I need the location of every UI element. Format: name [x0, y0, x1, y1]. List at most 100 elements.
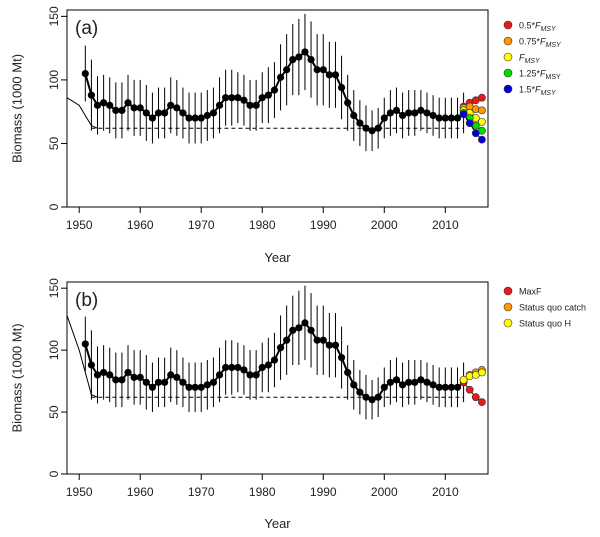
- legend-marker: [503, 52, 513, 62]
- biomass-point: [276, 344, 285, 352]
- biomass-point: [453, 383, 462, 391]
- biomass-point: [350, 381, 358, 389]
- biomass-point: [264, 91, 272, 99]
- biomass-point: [234, 94, 242, 102]
- biomass-point: [350, 111, 358, 120]
- plot-frame: [66, 281, 489, 475]
- biomass-point: [356, 119, 364, 127]
- biomass-point: [240, 366, 248, 374]
- legend-label: 0.75*FMSY: [519, 37, 562, 50]
- biomass-point: [447, 114, 455, 122]
- legend-marker: [503, 286, 513, 296]
- projection-line: [463, 113, 483, 140]
- plot-frame: [66, 9, 489, 208]
- biomass-point: [441, 114, 449, 122]
- biomass-point: [405, 378, 413, 386]
- biomass-point: [337, 353, 346, 362]
- projection-point: [465, 385, 474, 394]
- biomass-point: [417, 376, 425, 384]
- biomass-point: [173, 104, 181, 112]
- biomass-point: [179, 378, 187, 386]
- legend-marker: [503, 68, 513, 78]
- panel-label: (b): [75, 290, 98, 311]
- biomass-point: [130, 373, 138, 381]
- biomass-point: [246, 371, 254, 379]
- biomass-point: [368, 127, 376, 135]
- y-axis-label: Biomass (1000 Mt): [9, 54, 24, 163]
- x-tick-label: 1970: [188, 218, 215, 232]
- biomass-point: [380, 383, 388, 391]
- biomass-point: [435, 114, 443, 122]
- biomass-point: [118, 106, 126, 115]
- biomass-point: [100, 368, 108, 377]
- biomass-point: [398, 381, 407, 389]
- projection-point: [477, 368, 486, 377]
- panel-a: 1950 1960 1970 1980 1990 2000 2010 0 50 100 150 Yea…: [9, 6, 562, 265]
- biomass-point: [252, 101, 260, 109]
- biomass-point: [215, 371, 224, 379]
- biomass-point: [301, 48, 309, 56]
- biomass-point: [203, 381, 211, 389]
- x-tick-label: 1990: [310, 485, 337, 499]
- biomass-point: [356, 388, 364, 396]
- biomass-point: [435, 383, 443, 391]
- legend-label: FMSY: [519, 53, 541, 66]
- x-axis-label: Year: [264, 516, 291, 531]
- biomass-point: [313, 336, 321, 344]
- y-tick-label: 50: [47, 405, 61, 419]
- biomass-point: [240, 96, 248, 104]
- x-tick-label: 2000: [371, 218, 398, 232]
- projection-point: [477, 117, 486, 126]
- biomass-point: [154, 109, 163, 117]
- y-tick-label: 100: [47, 70, 61, 90]
- biomass-point: [161, 109, 169, 117]
- biomass-point: [136, 104, 144, 112]
- y-tick-label: 50: [47, 136, 61, 150]
- early-series-line: [66, 97, 98, 129]
- legend-label: 0.5*FMSY: [519, 21, 557, 34]
- biomass-point: [234, 363, 242, 372]
- x-tick-label: 1970: [188, 485, 215, 499]
- biomass-point: [331, 341, 340, 349]
- x-tick-label: 2010: [432, 218, 459, 232]
- projection-point: [471, 393, 480, 402]
- biomass-point: [405, 109, 413, 117]
- biomass-point: [411, 378, 419, 386]
- biomass-point: [386, 378, 394, 386]
- biomass-point: [258, 363, 266, 372]
- legend-marker: [503, 84, 513, 94]
- biomass-point: [374, 124, 382, 132]
- y-tick-label: 150: [47, 278, 61, 298]
- biomass-point: [289, 55, 297, 64]
- biomass-point: [197, 383, 205, 391]
- biomass-point: [124, 99, 132, 107]
- biomass-point: [325, 71, 333, 79]
- biomass-point: [295, 324, 303, 332]
- x-tick-label: 1950: [66, 485, 93, 499]
- biomass-point: [264, 361, 272, 369]
- biomass-point: [307, 326, 315, 334]
- biomass-point: [185, 383, 193, 391]
- biomass-point: [276, 73, 285, 81]
- biomass-point: [215, 101, 224, 109]
- biomass-point: [386, 109, 394, 117]
- biomass-point: [441, 383, 449, 391]
- panel-b: 1950 1960 1970 1980 1990 2000 2010 0 50 100 150 Yea…: [9, 278, 586, 531]
- biomass-point: [331, 71, 340, 79]
- biomass-point: [191, 383, 199, 391]
- biomass-point: [87, 91, 96, 99]
- biomass-point: [270, 86, 279, 94]
- biomass-point: [337, 83, 346, 92]
- biomass-point: [106, 101, 114, 109]
- biomass-point: [130, 104, 138, 112]
- legend-label: 1.5*FMSY: [519, 85, 557, 98]
- biomass-point: [87, 361, 96, 369]
- biomass-point: [81, 340, 89, 348]
- biomass-point: [209, 109, 218, 117]
- biomass-point: [124, 368, 132, 377]
- projection-line: [463, 382, 483, 403]
- projection-point: [459, 375, 468, 384]
- biomass-point: [368, 396, 376, 404]
- biomass-point: [173, 373, 181, 381]
